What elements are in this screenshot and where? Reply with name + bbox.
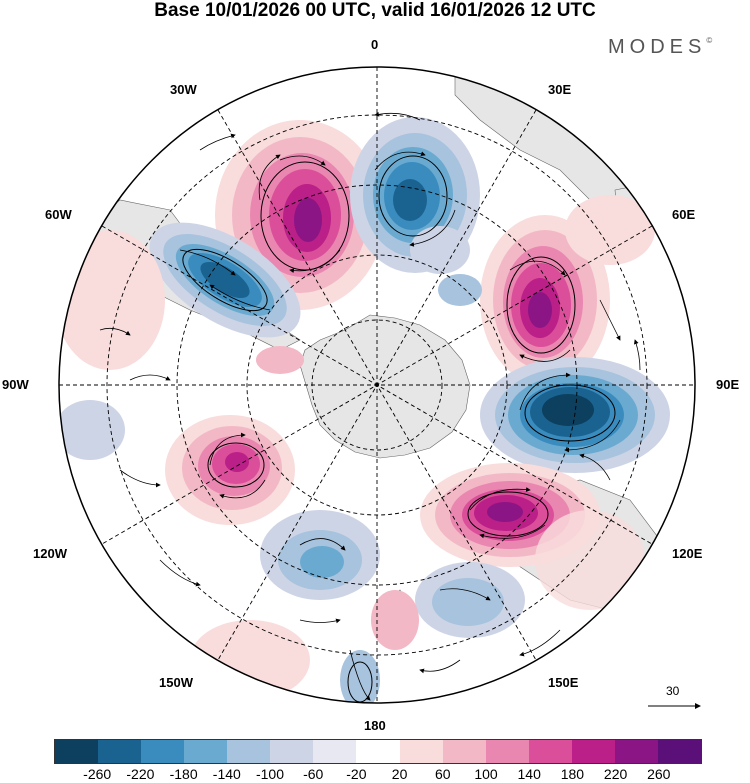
- colorbar-tick-label: -260: [83, 766, 112, 782]
- colorbar-swatch: [399, 740, 443, 763]
- colorbar-swatch: [356, 740, 400, 763]
- map-title: Base 10/01/2026 00 UTC, valid 16/01/2026…: [154, 0, 596, 21]
- lon-label-150w: 150W: [159, 675, 193, 690]
- colorbar-swatch: [614, 740, 658, 763]
- colorbar-tick-label: 20: [391, 766, 408, 782]
- colorbar-tick-label: 260: [647, 766, 671, 782]
- colorbar-swatch: [485, 740, 529, 763]
- colorbar-tick-label: 180: [560, 766, 585, 782]
- map-boundary: [58, 66, 696, 704]
- colorbar-swatch: [55, 740, 99, 763]
- reference-vector-label: 30: [666, 684, 680, 698]
- lon-label-90w: 90W: [2, 377, 29, 392]
- lon-label-60w: 60W: [45, 207, 72, 222]
- colorbar-swatch: [657, 740, 701, 763]
- colorbar-tick-label: -60: [303, 766, 324, 782]
- colorbar-tick-label: -20: [346, 766, 367, 782]
- lon-label-30w: 30W: [170, 82, 197, 97]
- lon-label-120w: 120W: [33, 546, 67, 561]
- colorbar-swatch: [184, 740, 228, 763]
- brand-mark: ©: [706, 36, 713, 45]
- colorbar-swatch: [442, 740, 486, 763]
- colorbar-swatch: [313, 740, 357, 763]
- south-pole-marker: [375, 383, 379, 387]
- lon-label-90e: 90E: [716, 377, 740, 392]
- colorbar-tick-label: 60: [435, 766, 451, 782]
- colorbar-swatch: [98, 740, 142, 763]
- brand-name: MODES: [608, 36, 707, 58]
- colorbar: [54, 739, 702, 764]
- colorbar-tick-label: 220: [603, 766, 628, 782]
- lon-label-60e: 60E: [672, 207, 696, 222]
- lon-label-180: 180: [364, 718, 386, 733]
- wind-vectors: [99, 111, 641, 701]
- colorbar-tick-label: -180: [169, 766, 198, 782]
- colorbar-tick-label: 100: [474, 766, 498, 782]
- lon-label-0: 0: [371, 37, 379, 52]
- lon-label-120e: 120E: [672, 546, 703, 561]
- colorbar-swatch: [528, 740, 572, 763]
- lon-label-150e: 150E: [548, 675, 579, 690]
- colorbar-tick-label: -140: [212, 766, 241, 782]
- colorbar-tick-label: 140: [517, 766, 541, 782]
- colorbar-tick-label: -220: [126, 766, 155, 782]
- colorbar-swatch: [141, 740, 185, 763]
- colorbar-swatch: [571, 740, 615, 763]
- brand-logo: MODES©: [608, 36, 712, 59]
- antarctica-landmass: [299, 314, 471, 459]
- lon-label-30e: 30E: [548, 82, 572, 97]
- colorbar-swatch: [227, 740, 271, 763]
- colorbar-swatch: [270, 740, 314, 763]
- colorbar-tick-label: -100: [255, 766, 285, 782]
